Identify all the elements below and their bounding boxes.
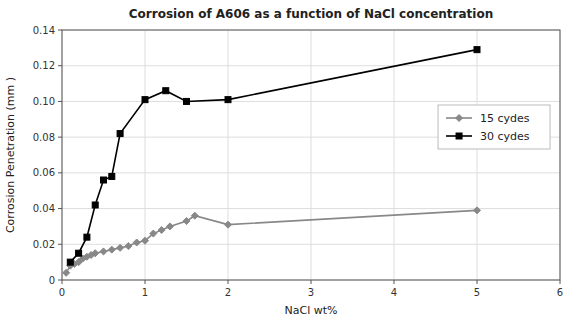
marker <box>183 218 190 225</box>
tick-label: 0.06 <box>33 167 55 178</box>
tick-label: 0 <box>49 275 55 286</box>
x-axis-label: NaCl wt% <box>285 304 338 317</box>
line <box>66 210 477 273</box>
tick-label: 0.04 <box>33 203 55 214</box>
marker <box>142 237 149 244</box>
series <box>67 47 480 266</box>
tick <box>58 137 62 138</box>
tick-label: 2 <box>225 287 231 298</box>
tick <box>58 30 62 31</box>
marker <box>101 177 107 183</box>
tick <box>58 65 62 66</box>
tick <box>58 244 62 245</box>
title: Corrosion of A606 as a function of NaCl … <box>129 7 493 21</box>
tick <box>58 208 62 209</box>
line <box>70 50 477 263</box>
marker <box>191 212 198 219</box>
tick <box>58 172 62 173</box>
marker <box>158 227 165 234</box>
grid-line <box>228 30 229 280</box>
tick-label: 3 <box>308 287 314 298</box>
marker <box>184 98 190 104</box>
tick-label: 0.14 <box>33 25 55 36</box>
chart: 0 0.02 0.04 0.06 0.08 0.10 0.12 0.14 0 1 2 3 4 5 6 Corr… <box>0 0 574 322</box>
tick <box>560 280 561 284</box>
tick <box>145 280 146 284</box>
marker <box>142 97 148 103</box>
marker <box>117 131 123 137</box>
tick <box>311 280 312 284</box>
marker <box>166 223 173 230</box>
marker <box>108 246 115 253</box>
series <box>63 207 481 277</box>
tick <box>58 280 62 281</box>
background <box>0 0 574 322</box>
grid-line <box>477 30 478 280</box>
tick-label: 0.08 <box>33 132 55 143</box>
grid-line <box>311 30 312 280</box>
marker <box>76 250 82 256</box>
marker <box>92 202 98 208</box>
tick-label: 5 <box>474 287 480 298</box>
tick-label: 0.10 <box>33 96 55 107</box>
legend-label: 30 cydes <box>480 130 530 143</box>
data <box>63 47 481 277</box>
marker <box>125 243 132 250</box>
marker <box>225 221 232 228</box>
marker <box>474 47 480 53</box>
marker <box>163 88 169 94</box>
legend-label: 15 cydes <box>480 112 530 125</box>
tick <box>228 280 229 284</box>
tick-label: 4 <box>391 287 397 298</box>
y-axis-label: Corrosion Penetration (mm ) <box>4 77 17 233</box>
marker <box>133 239 140 246</box>
legend-marker <box>456 115 463 122</box>
tick <box>477 280 478 284</box>
tick-label: 1 <box>142 287 148 298</box>
marker <box>100 248 107 255</box>
legend-box <box>438 105 550 149</box>
tick-label: 6 <box>557 287 563 298</box>
tick <box>62 280 63 284</box>
tick <box>394 280 395 284</box>
marker <box>92 250 99 257</box>
marker <box>67 259 73 265</box>
tick <box>58 101 62 102</box>
grid-line <box>394 30 395 280</box>
marker <box>84 234 90 240</box>
marker <box>117 244 124 251</box>
tick-label: 0 <box>59 287 65 298</box>
marker <box>225 97 231 103</box>
tick-label: 0.12 <box>33 60 55 71</box>
legend-marker <box>456 133 462 139</box>
marker <box>109 173 115 179</box>
marker <box>474 207 481 214</box>
plot-frame <box>62 30 560 280</box>
grid <box>62 30 560 280</box>
marker <box>150 230 157 237</box>
tick-label: 0.02 <box>33 239 55 250</box>
legend: 15 cydes 30 cydes <box>438 105 550 149</box>
marker <box>63 269 70 276</box>
